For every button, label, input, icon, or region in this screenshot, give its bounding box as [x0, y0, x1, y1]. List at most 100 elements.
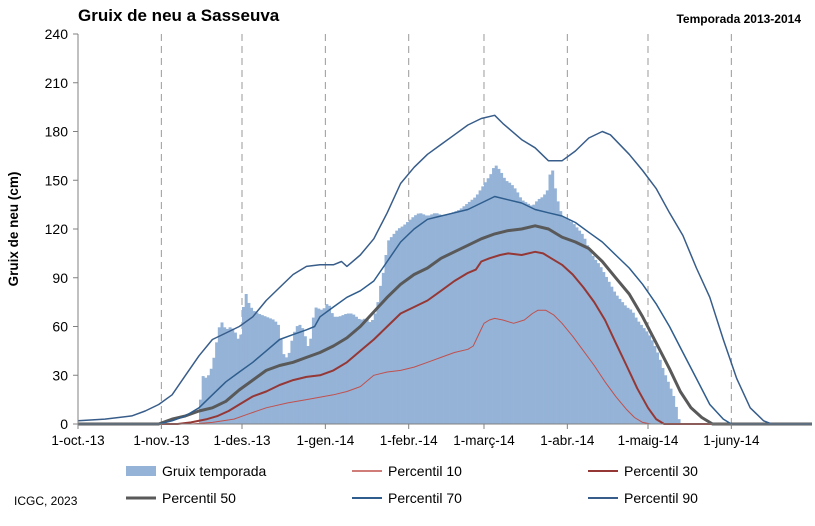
- bar: [247, 302, 251, 424]
- y-tick-label: 120: [45, 221, 69, 237]
- bar: [656, 352, 660, 424]
- bar: [645, 331, 649, 424]
- bar: [446, 214, 450, 424]
- bar: [400, 226, 404, 424]
- x-tick-label: 1-nov.-13: [133, 433, 189, 448]
- bar: [314, 307, 318, 424]
- bar: [282, 354, 286, 424]
- bar: [376, 302, 380, 424]
- bar: [591, 255, 595, 424]
- bar: [492, 168, 496, 424]
- bar: [545, 190, 549, 424]
- bar: [478, 190, 482, 424]
- bar: [411, 217, 415, 424]
- bar: [274, 321, 278, 424]
- bar: [212, 357, 216, 424]
- bar: [438, 214, 442, 424]
- bar: [618, 298, 622, 424]
- x-tick-label: 1-febr.-14: [380, 433, 438, 448]
- bar: [384, 255, 388, 424]
- bar: [666, 381, 670, 424]
- bar: [650, 340, 654, 424]
- bar: [677, 419, 681, 424]
- bar: [564, 218, 568, 424]
- bar: [513, 188, 517, 424]
- bar: [481, 186, 485, 424]
- bar: [414, 215, 418, 424]
- y-tick-label: 180: [45, 124, 69, 140]
- bar: [344, 314, 348, 424]
- percentile-lines: [77, 114, 812, 426]
- legend-label: Percentil 70: [388, 490, 462, 506]
- bar: [422, 214, 426, 424]
- bar: [508, 182, 512, 424]
- bar: [338, 316, 342, 424]
- bar: [613, 291, 617, 424]
- bar: [373, 313, 377, 424]
- bar: [408, 219, 412, 424]
- y-tick-label: 210: [45, 75, 69, 91]
- bar: [475, 194, 479, 424]
- bar: [596, 263, 600, 424]
- x-tick-label: 1-juny-14: [703, 433, 760, 448]
- bar: [322, 308, 326, 424]
- bar: [502, 177, 506, 424]
- bar: [494, 165, 498, 424]
- bar: [309, 338, 313, 424]
- x-tick-label: 1-des.-13: [213, 433, 270, 448]
- bar: [535, 201, 539, 424]
- bar: [279, 339, 283, 424]
- bar: [365, 319, 369, 424]
- legend-label: Percentil 10: [388, 463, 462, 479]
- bar: [610, 286, 614, 424]
- y-tick-label: 60: [52, 319, 68, 335]
- bar: [387, 240, 391, 424]
- y-tick-label: 240: [45, 26, 69, 42]
- bar: [435, 213, 439, 424]
- legend-label: Percentil 30: [624, 463, 698, 479]
- legend-label: Gruix temporada: [162, 463, 266, 479]
- bar: [521, 200, 525, 424]
- bar: [449, 213, 453, 424]
- bar: [432, 213, 436, 424]
- bar: [242, 307, 245, 424]
- bar: [661, 367, 665, 424]
- chart-title: Gruix de neu a Sasseuva: [78, 6, 280, 25]
- bar: [465, 204, 469, 424]
- bar: [451, 212, 455, 424]
- bar: [293, 331, 297, 424]
- bar: [454, 211, 458, 424]
- y-tick-label: 90: [52, 270, 68, 286]
- bar: [379, 285, 383, 424]
- bar: [548, 174, 552, 424]
- bar: [658, 359, 662, 424]
- bar: [311, 317, 315, 424]
- bar: [301, 328, 305, 424]
- bar: [255, 312, 259, 424]
- bar: [244, 294, 248, 424]
- y-axis-title: Gruix de neu (cm): [6, 172, 21, 287]
- bar: [295, 326, 299, 424]
- bar: [368, 322, 372, 424]
- bar: [201, 376, 205, 424]
- bar: [225, 328, 229, 424]
- bar: [459, 208, 463, 424]
- series-line: [77, 114, 812, 425]
- bar: [352, 314, 356, 424]
- bar: [516, 192, 520, 424]
- bar: [524, 202, 528, 424]
- season-label: Temporada 2013-2014: [676, 12, 801, 26]
- x-tick-label: 1-gen.-14: [296, 433, 354, 448]
- bar: [346, 313, 350, 424]
- bar: [223, 327, 227, 424]
- bar: [578, 230, 582, 424]
- bar: [349, 313, 353, 424]
- bar: [215, 342, 219, 424]
- bar: [250, 307, 254, 424]
- bar: [325, 304, 329, 424]
- bar: [639, 324, 643, 424]
- bar: [336, 316, 340, 424]
- bar: [669, 388, 673, 424]
- x-tick-label: 1-març-14: [453, 433, 515, 448]
- bar: [604, 276, 608, 424]
